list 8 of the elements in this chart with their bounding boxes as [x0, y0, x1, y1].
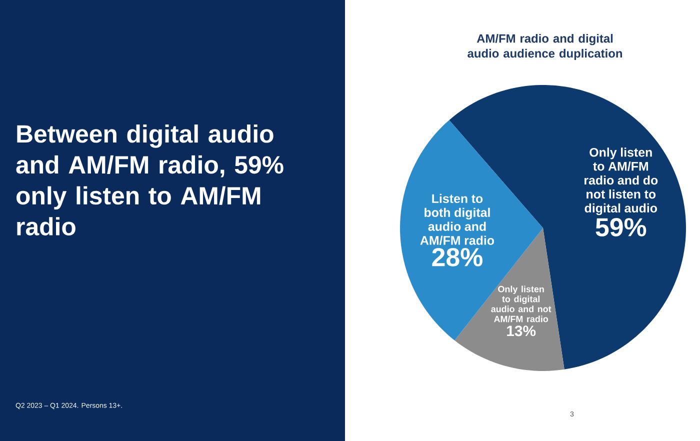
slice-label: Only listen to digital audio and not AM/FM radio	[491, 286, 552, 322]
data-label: 59%	[596, 218, 646, 236]
data-label: 28%	[432, 248, 482, 266]
data-label: 13%	[507, 326, 536, 336]
slice-label: Listen to both digital audio and AM/FM radio	[420, 194, 494, 245]
chart-title: AM/FM radio and digital audio audience duplication	[468, 34, 622, 60]
text: Between digital audio and AM/FM radio, 59% only listen to AM/FM radio	[16, 124, 284, 236]
slice-label: Only listen to AM/FM radio and do not listen to digital audio	[584, 148, 658, 216]
